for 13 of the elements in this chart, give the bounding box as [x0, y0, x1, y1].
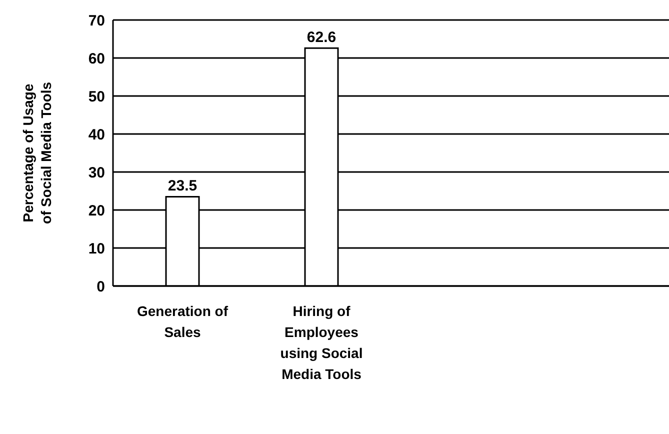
y-tick-label: 10 — [88, 240, 105, 258]
x-tick-label: Generation of Sales — [136, 303, 228, 340]
y-tick-label: 30 — [88, 164, 105, 182]
y-tick-label: 20 — [88, 202, 105, 220]
y-tick-label: 70 — [88, 12, 105, 30]
y-tick-label: 50 — [88, 88, 105, 106]
x-tick-label: Hiring of Employees using Social Media Tools — [280, 303, 363, 382]
y-tick-label: 60 — [88, 50, 105, 68]
data-label: 62.6 — [306, 29, 336, 46]
data-label: 23.5 — [168, 178, 198, 195]
y-tick-label: 40 — [88, 126, 105, 144]
y-axis-title: Percentage of Usage of Social Media Tools — [20, 82, 54, 224]
y-tick-label: 0 — [96, 278, 105, 296]
